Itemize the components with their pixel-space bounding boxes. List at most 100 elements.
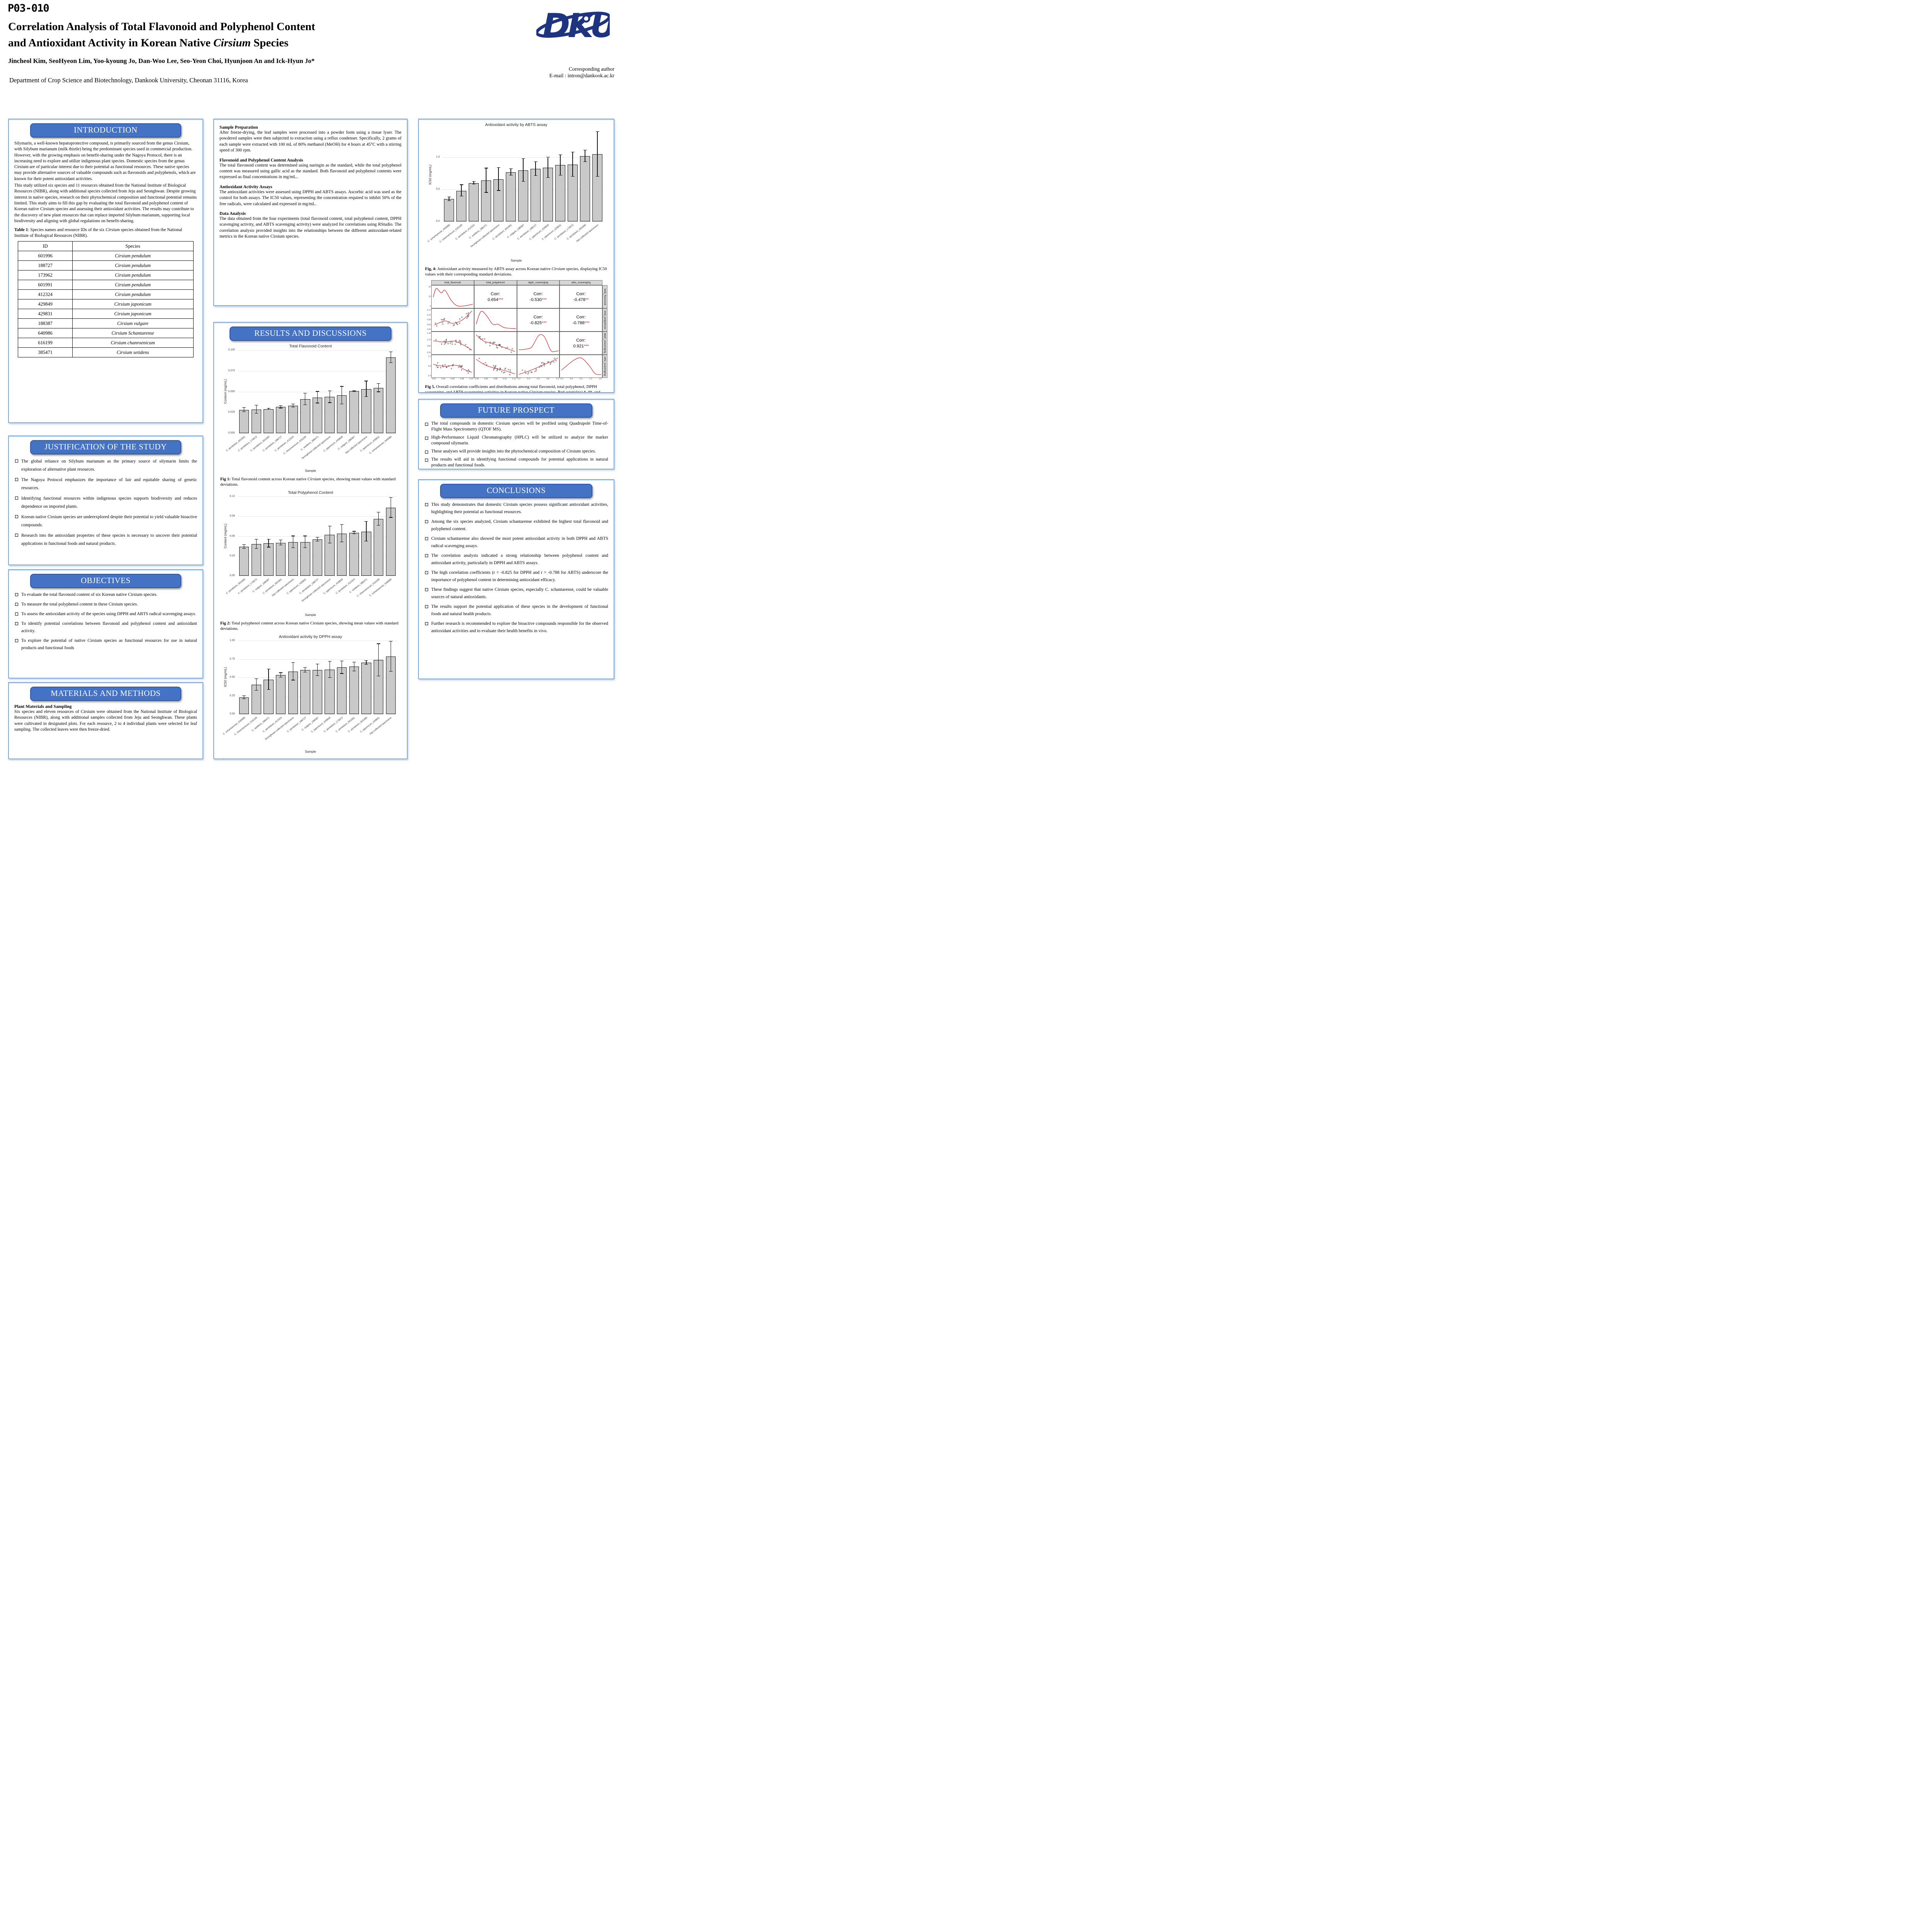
error-cap-bottom xyxy=(364,664,368,665)
y-tick-label: 0.050 xyxy=(228,390,235,393)
bullet-text: The correlation analysis indicated a str… xyxy=(431,553,608,565)
table-cell-species: Cirsium pendulum xyxy=(72,251,194,261)
bar xyxy=(300,670,310,714)
bar xyxy=(580,156,590,221)
section-header-future: FUTURE PROSPECT xyxy=(440,403,593,418)
bullet-item: To evaluate the total flavonoid content … xyxy=(14,591,197,599)
matrix-y-ticks: 20 10 0 xyxy=(429,286,431,308)
bullet-square-icon xyxy=(425,622,428,625)
conclusions-panel: CONCLUSIONS This study demonstrates that… xyxy=(418,479,614,679)
text-segment: Fig 2: xyxy=(220,621,231,626)
section-header-materials: MATERIALS AND METHODS xyxy=(30,687,182,701)
y-tick-label: 0.09 xyxy=(230,515,235,518)
matrix-x-ticks: 0.3 0.6 0.9 1.2 1.5 xyxy=(560,378,602,380)
error-cap-top xyxy=(242,544,246,545)
bullet-item: To identify potential correlations betwe… xyxy=(14,620,197,635)
error-bar xyxy=(378,512,379,526)
text-segment: Fig 3 xyxy=(220,758,229,759)
error-cap-top xyxy=(340,524,344,525)
table-row: 412324 Cirsium pendulum xyxy=(18,289,194,300)
chart-panel xyxy=(238,350,397,434)
bullet-text: These findings suggest that native Cirsi… xyxy=(431,587,608,599)
error-cap-bottom xyxy=(328,677,332,678)
table-cell-species: Cirsium japonicum xyxy=(72,299,194,310)
error-bar xyxy=(535,162,536,176)
bar xyxy=(349,391,359,433)
corresponding-block: Corresponding author E-mail : intron@dan… xyxy=(549,66,614,79)
bullet-square-icon xyxy=(425,451,428,454)
error-cap-bottom xyxy=(242,548,246,549)
text-segment: Cirsium xyxy=(346,758,359,759)
table-cell-id: 429831 xyxy=(18,309,73,319)
chart-panel xyxy=(238,497,397,576)
text-segment: Cirsium xyxy=(307,477,321,481)
justification-bullets: The global reliance on Silybum marianum … xyxy=(14,457,197,548)
text-segment: Cirsium xyxy=(213,37,251,49)
bullet-text: To explore the potential of native Cirsi… xyxy=(21,638,197,650)
y-tick-label: 0.06 xyxy=(230,534,235,537)
y-tick-label: 0.00 xyxy=(230,574,235,577)
table-cell-species: Cirsium pendulum xyxy=(72,270,194,281)
table-row: 173962 Cirsium pendulum xyxy=(18,270,194,281)
methods-continued-panel: Sample Preparation After freeze-drying, t… xyxy=(213,119,408,306)
table-cell-id: 173962 xyxy=(18,270,73,281)
matrix-x-ticks: 0.04 0.06 0.08 0.10 0.12 xyxy=(474,378,516,380)
error-bar xyxy=(378,384,379,392)
bar xyxy=(288,542,298,576)
text-segment: Fig 5. xyxy=(425,384,435,389)
bar xyxy=(276,543,286,576)
table-cell-species: Cirsium vulgare xyxy=(72,318,194,329)
bullet-item: Cirsium schantarense also showed the mos… xyxy=(424,535,608,550)
y-axis-title: IC50 (mg/mL) xyxy=(223,667,227,687)
corresponding-author-label: Corresponding author xyxy=(568,66,614,72)
x-axis-title: Sample xyxy=(305,469,316,473)
error-cap-top xyxy=(328,661,332,662)
bullet-text: The results support the potential applic… xyxy=(431,604,608,616)
objectives-panel: OBJECTIVES To evaluate the total flavono… xyxy=(8,569,203,679)
error-bar xyxy=(378,644,379,677)
matrix-corner xyxy=(424,378,431,381)
table-cell-id: 188727 xyxy=(18,260,73,271)
table-row: 601996 Cirsium pendulum xyxy=(18,251,194,261)
text-segment: Species xyxy=(250,37,289,49)
abts-assay-chart: Antioxidant activity by ABTS assay 0.0 0.5… xyxy=(424,122,608,265)
text-segment: Total polyphenol content across Korean n… xyxy=(220,621,399,631)
bar xyxy=(264,543,274,576)
bullet-square-icon xyxy=(15,612,18,616)
bullet-text: The results will aid in identifying func… xyxy=(431,457,608,468)
matrix-scatter-cell xyxy=(431,332,474,355)
table-row: 429849 Cirsium japonicum xyxy=(18,299,194,310)
bar xyxy=(444,199,454,221)
matrix-correlation-cell: Corr: -0.530*** xyxy=(517,285,560,308)
bullet-square-icon xyxy=(15,593,18,596)
table-cell-id: 640986 xyxy=(18,328,73,338)
error-cap-bottom xyxy=(267,409,270,410)
bullet-text: Identifying functional resources within … xyxy=(21,496,197,509)
error-cap-top xyxy=(377,383,381,384)
x-axis-title: Sample xyxy=(510,259,522,262)
error-cap-top xyxy=(303,667,307,668)
y-tick-label: 0.075 xyxy=(228,369,235,372)
table-cell-species: Cirsium pendulum xyxy=(72,280,194,290)
bar xyxy=(361,389,371,433)
text-segment: species. Red asterisk(s) *, **, and *** … xyxy=(544,390,600,393)
bullet-text: Research into the antioxidant properties… xyxy=(21,533,197,546)
table-cell-id: 188387 xyxy=(18,318,73,329)
bar xyxy=(239,546,249,576)
bar xyxy=(349,532,359,576)
introduction-panel: INTRODUCTION Silymarin, a well-known hep… xyxy=(8,119,203,423)
bar xyxy=(469,183,479,221)
right-column: Antioxidant activity by ABTS assay 0.0 0.5… xyxy=(418,119,614,679)
error-bar xyxy=(317,664,318,676)
error-bar xyxy=(510,169,511,175)
matrix-correlation-cell: Corr: -0.788*** xyxy=(560,308,602,332)
table-row: 429831 Cirsium japonicum xyxy=(18,309,194,319)
bullet-text: Among the six species analyzed, Cirsium … xyxy=(431,519,608,531)
text-segment: Cirsium xyxy=(529,390,543,393)
table-cell-species: Cirsium setidens xyxy=(72,347,194,358)
bullet-square-icon xyxy=(425,459,428,462)
materials-body: Six species and eleven resources of Cirs… xyxy=(14,709,197,732)
matrix-y-ticks: 0.12 0.10 0.08 0.06 0.04 xyxy=(427,309,431,331)
bullet-square-icon xyxy=(425,554,428,557)
bullet-square-icon xyxy=(15,622,18,625)
